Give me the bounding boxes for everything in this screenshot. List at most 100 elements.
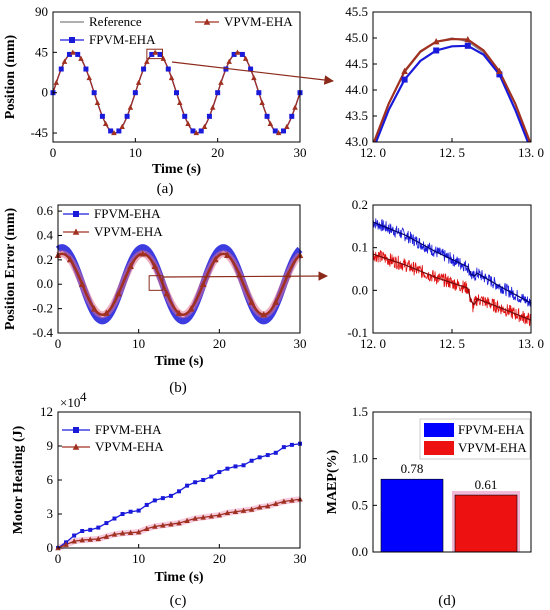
caption-c: (c) xyxy=(170,593,187,609)
zoom-series-group xyxy=(373,35,531,142)
vpvm-marker xyxy=(91,305,98,312)
zoom-series-line-2 xyxy=(373,37,531,142)
x-axis-label: Time (s) xyxy=(152,162,201,177)
legend-fpvm-label: FPVM-EHA xyxy=(94,206,161,221)
callout-arrow-b xyxy=(162,271,328,281)
vpvm-marker xyxy=(272,298,280,305)
plot-frame xyxy=(57,204,301,334)
scale-factor-exponent: 4 xyxy=(80,389,87,404)
zoom-marker xyxy=(433,47,440,54)
legend-vpvm-label: VPVM-EHA xyxy=(94,224,163,239)
y-tick-label: 0.2 xyxy=(37,252,53,267)
x-axis-label: Time (s) xyxy=(154,570,203,585)
series-marker xyxy=(99,113,105,119)
legend-vpvm-marker xyxy=(72,228,80,235)
x-tick-label: 30 xyxy=(294,145,307,160)
plot-frame xyxy=(372,411,532,553)
x-tick-label: 12. 5 xyxy=(439,145,465,160)
series-marker xyxy=(132,90,138,96)
legend-fpvm-marker xyxy=(73,427,79,433)
series-marker xyxy=(111,129,117,136)
series-marker xyxy=(83,66,89,72)
fpvm-marker xyxy=(152,498,157,503)
vpvm-marker xyxy=(289,497,295,503)
fpvm-marker xyxy=(209,474,214,479)
vpvm-marker xyxy=(63,541,69,547)
series-marker xyxy=(160,55,167,61)
y-tick-label: -45 xyxy=(31,125,48,140)
vpvm-marker xyxy=(66,255,74,263)
series-marker xyxy=(292,104,298,110)
vpvm-marker xyxy=(184,517,190,524)
y-tick-label: 12 xyxy=(40,404,53,419)
vpvm-marker xyxy=(200,514,206,520)
vpvm-marker xyxy=(187,305,195,312)
fpvm-marker xyxy=(160,496,165,501)
vpvm-marker xyxy=(78,280,86,287)
fpvm-marker xyxy=(249,458,254,463)
series-marker xyxy=(267,120,274,127)
vpvm-marker xyxy=(208,513,215,519)
vpvm-marker xyxy=(176,520,182,526)
series-marker xyxy=(185,120,191,127)
y-tick-label: 0 xyxy=(47,540,54,555)
fpvm-line xyxy=(57,443,301,549)
vpvm-marker xyxy=(119,530,126,536)
x-tick-label: 30 xyxy=(294,336,307,351)
zoom-marker xyxy=(401,76,408,83)
x-tick-label: 0 xyxy=(55,336,62,351)
legend-fpvm-marker xyxy=(69,37,75,43)
y-tick-label: 0.5 xyxy=(352,497,368,512)
fpvm-marker xyxy=(225,466,230,471)
y-tick-label: 44.5 xyxy=(345,56,368,71)
vpvm-marker xyxy=(127,529,134,535)
vpvm-marker xyxy=(160,522,166,528)
series-marker xyxy=(215,90,221,96)
vpvm-marker xyxy=(103,309,110,316)
legend-fpvm-label: FPVM-EHA xyxy=(458,422,525,437)
series-marker xyxy=(141,66,147,72)
series-marker xyxy=(239,51,245,57)
x-tick-label: 0 xyxy=(50,145,57,160)
fpvm-marker xyxy=(104,521,109,526)
vpvm-marker xyxy=(260,311,267,318)
x-axis-label: Time (s) xyxy=(154,354,203,369)
vpvm-marker xyxy=(168,521,174,527)
series-marker xyxy=(209,104,216,110)
vpvm-marker xyxy=(256,504,263,510)
y-tick-label: 45.0 xyxy=(345,30,368,45)
fpvm-marker xyxy=(144,502,149,507)
y-tick-label: -0.1 xyxy=(347,325,368,340)
series-marker xyxy=(135,79,142,85)
series-marker xyxy=(66,51,72,57)
y-tick-label: -0.4 xyxy=(32,325,53,340)
series-marker xyxy=(182,113,188,119)
series-marker xyxy=(190,128,196,134)
series-marker xyxy=(218,79,224,85)
fpvm-marker xyxy=(88,527,93,532)
series-marker xyxy=(102,120,109,127)
panel-b-error-chart: 0 10 20 30 -0.4 -0.2 0.0 0.2 0.4 0.6 Time (s) Posit… xyxy=(3,203,307,369)
x-tick-label: 10 xyxy=(129,145,142,160)
fpvm-marker xyxy=(281,445,286,450)
zoom-marker xyxy=(432,38,440,45)
y-tick-label: 43.0 xyxy=(345,134,368,149)
vpvm-marker xyxy=(264,503,271,509)
x-tick-label: 13. 0 xyxy=(518,336,544,351)
zoom-series-group xyxy=(373,218,531,327)
series-marker xyxy=(75,51,81,57)
vpvm-marker xyxy=(87,536,94,542)
zoom-marker xyxy=(496,67,503,74)
y-axis-label: Position (mm) xyxy=(3,34,18,119)
fpvm-marker xyxy=(168,493,173,498)
vpvm-marker xyxy=(224,509,231,516)
y-tick-label: -0.2 xyxy=(32,301,53,316)
fpvm-marker xyxy=(265,453,270,458)
vpvm-marker xyxy=(135,529,142,535)
series-marker xyxy=(198,128,204,134)
vpvm-marker xyxy=(216,512,223,518)
vpvm-marker xyxy=(175,309,183,316)
y-tick-label: 0.1 xyxy=(352,240,368,255)
fpvm-marker xyxy=(185,483,190,488)
series-marker xyxy=(259,99,265,105)
